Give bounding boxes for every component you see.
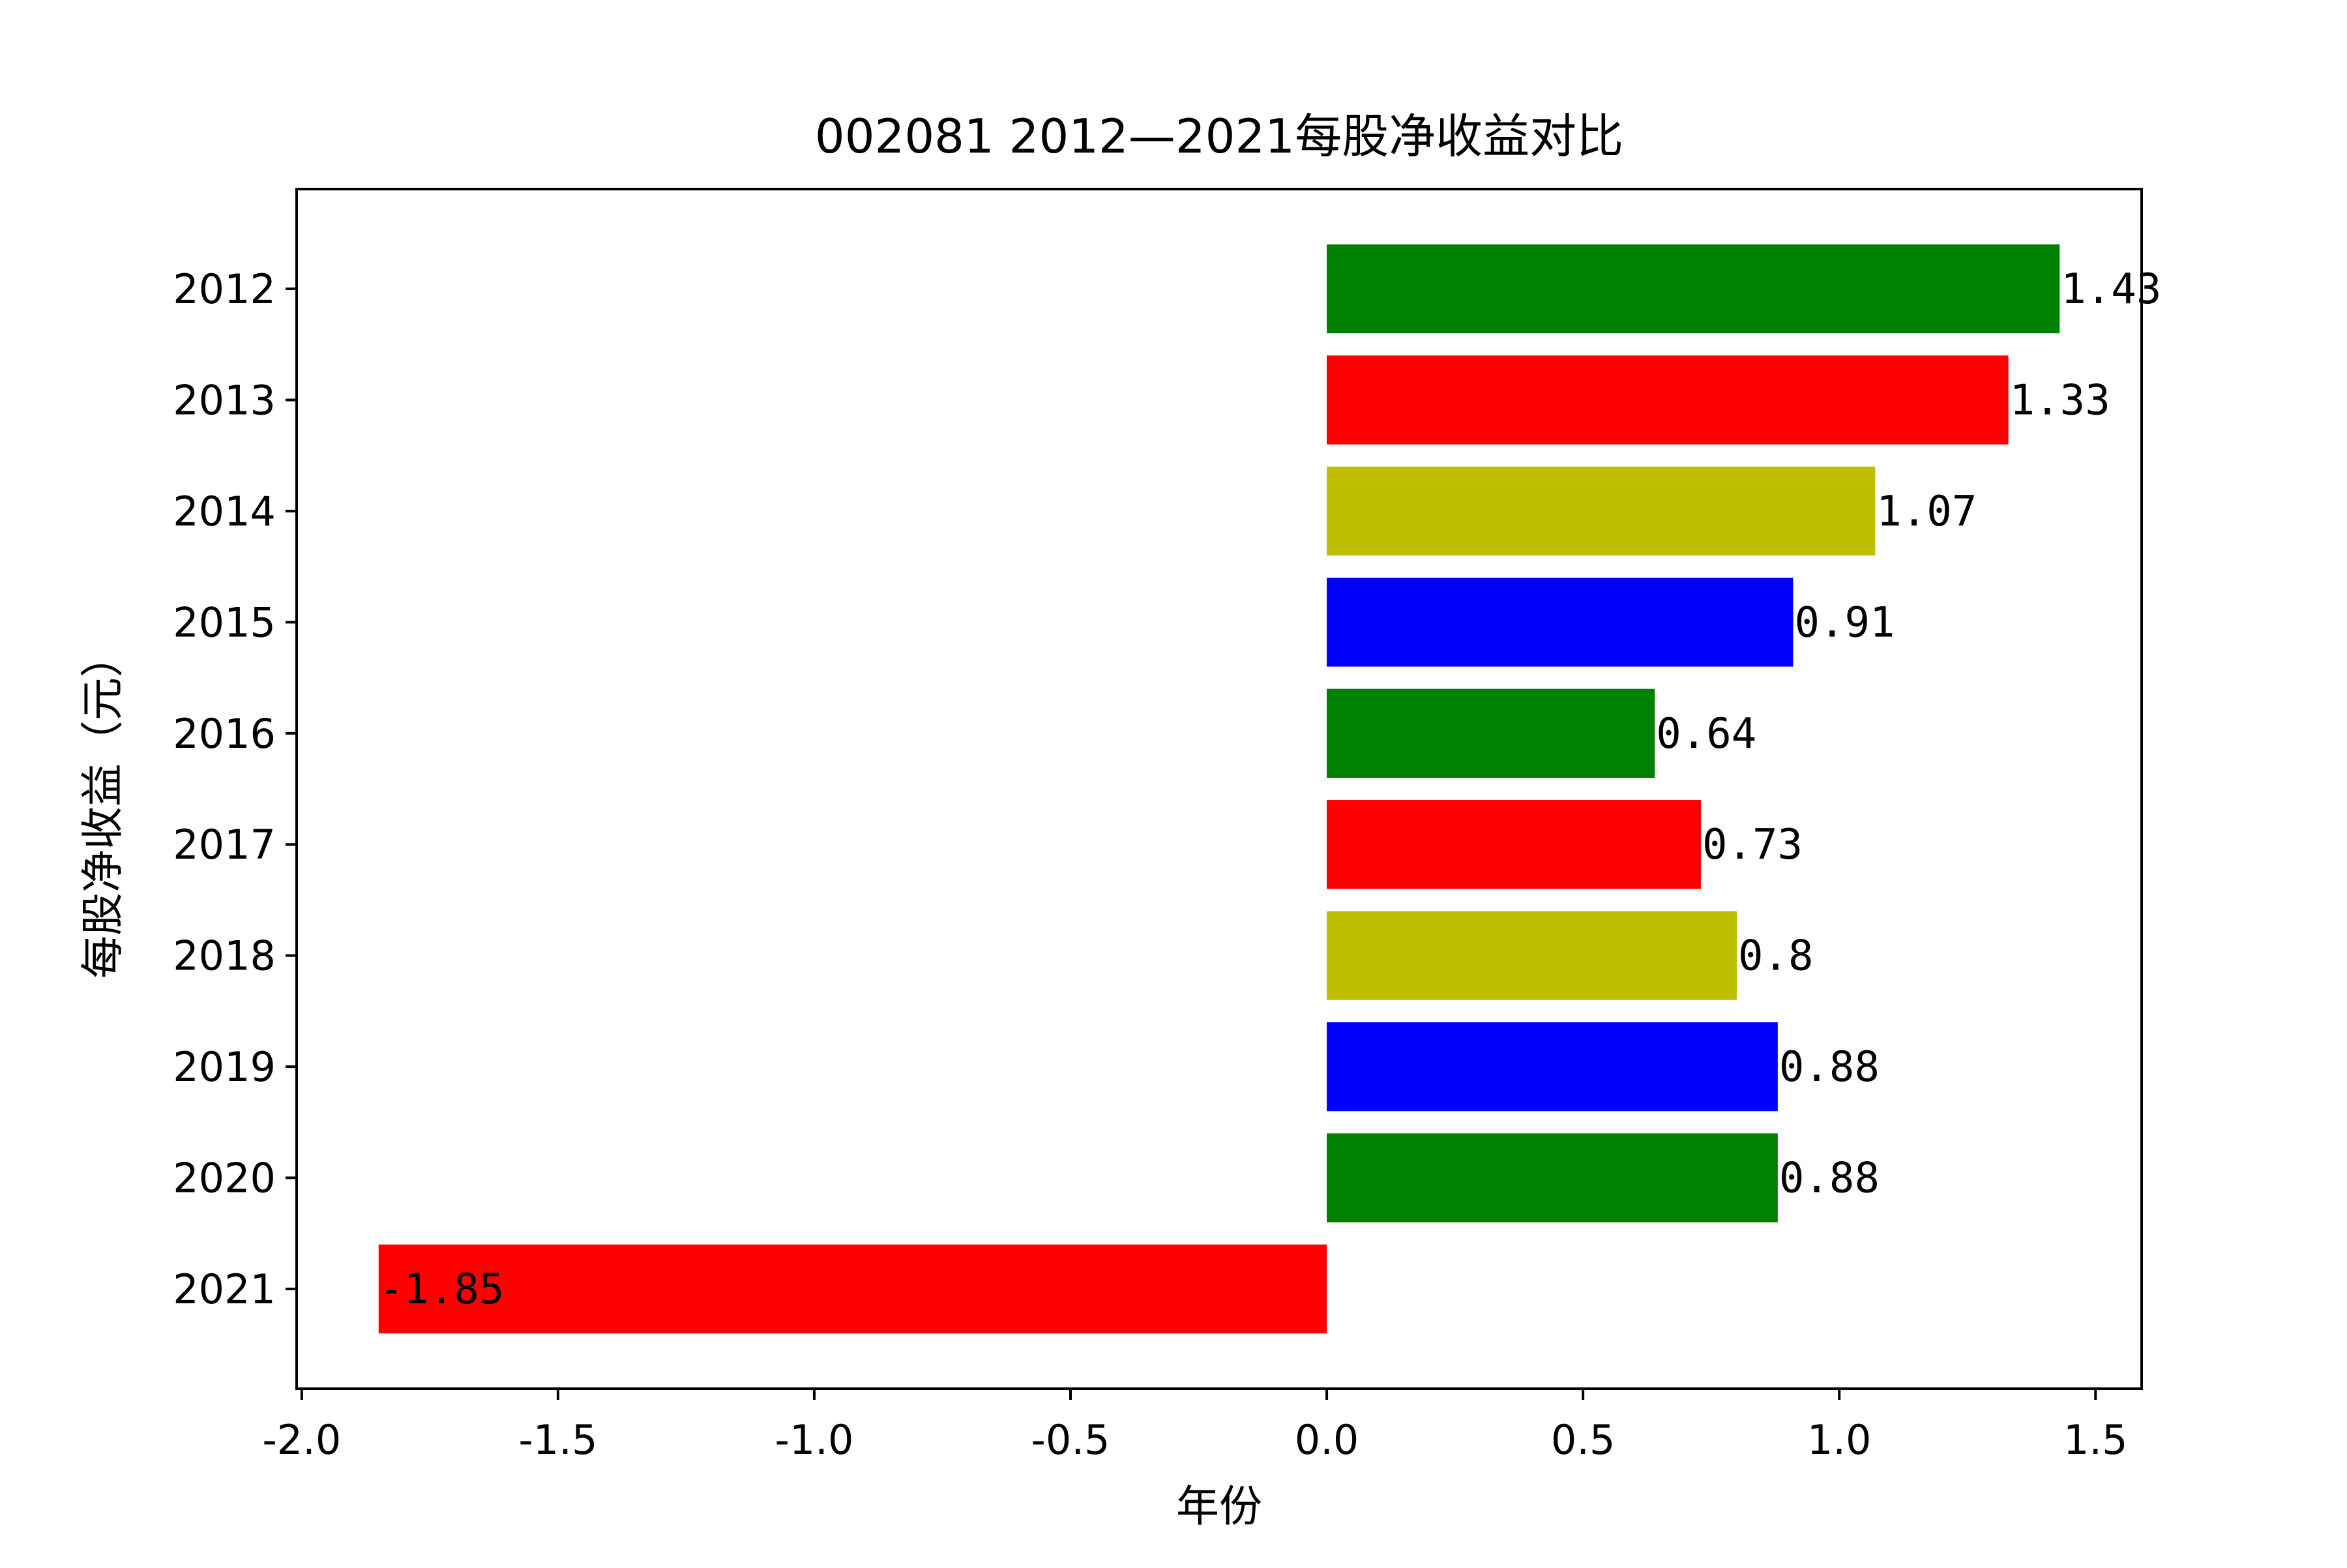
value-label-2014: 1.07 [1876, 488, 1977, 536]
y-axis-label: 每股净收益（元） [78, 634, 128, 979]
y-tick-label-2013: 2013 [173, 376, 276, 424]
bar-2015 [1327, 578, 1793, 667]
bar-2021 [378, 1244, 1327, 1334]
chart-title: 002081 2012—2021每股净收益对比 [815, 109, 1623, 164]
value-label-2017: 0.73 [1702, 821, 1803, 869]
x-axis-label: 年份 [1176, 1481, 1262, 1531]
bar-2020 [1327, 1133, 1778, 1222]
bar-2012 [1327, 244, 2060, 334]
value-labels-layer: 1.43 1.33 1.07 0.91 0.64 0.73 0.8 0.88 0.88 -1.85 [379, 265, 2162, 1314]
y-tick-label-2016: 2016 [173, 710, 276, 758]
x-tick-label--0.5: -0.5 [1031, 1416, 1110, 1464]
value-label-2013: 1.33 [2010, 376, 2110, 424]
bar-2013 [1327, 355, 2009, 445]
bar-2014 [1327, 466, 1876, 556]
y-tick-label-2020: 2020 [173, 1155, 276, 1202]
value-label-2021: -1.85 [379, 1265, 505, 1314]
y-tick-label-2012: 2012 [173, 265, 276, 313]
value-label-2019: 0.88 [1779, 1043, 1880, 1091]
x-tick-label-1.5: 1.5 [2063, 1416, 2128, 1464]
bar-2017 [1327, 800, 1701, 889]
bar-2016 [1327, 688, 1655, 778]
x-tick-label-1.0: 1.0 [1807, 1416, 1872, 1464]
x-tick-label-0.5: 0.5 [1551, 1416, 1616, 1464]
y-tick-label-2018: 2018 [173, 932, 276, 980]
value-label-2016: 0.64 [1656, 710, 1756, 758]
y-tick-label-2019: 2019 [173, 1043, 276, 1091]
y-tick-label-2015: 2015 [173, 599, 276, 646]
y-tick-label-2014: 2014 [173, 488, 276, 535]
y-tick-label-2017: 2017 [173, 821, 276, 868]
value-label-2020: 0.88 [1779, 1155, 1880, 1203]
plot-frame [295, 188, 2143, 1390]
x-tick-label--1.0: -1.0 [775, 1416, 853, 1464]
value-label-2018: 0.8 [1738, 932, 1814, 981]
y-axis: 2012 2013 2014 2015 2016 2017 2018 2019 2020 2021 [173, 265, 297, 1313]
x-tick-label-0.0: 0.0 [1295, 1416, 1359, 1464]
bars-layer [378, 244, 2060, 1334]
value-label-2012: 1.43 [2061, 265, 2161, 314]
bar-2019 [1327, 1022, 1778, 1112]
x-tick-label--1.5: -1.5 [518, 1416, 597, 1464]
x-axis: -2.0 -1.5 -1.0 -0.5 0.0 0.5 1.0 1.5 [262, 1389, 2128, 1464]
x-tick-label--2.0: -2.0 [262, 1416, 341, 1464]
value-label-2015: 0.91 [1794, 599, 1895, 647]
bar-2018 [1327, 911, 1737, 1000]
y-tick-label-2021: 2021 [173, 1265, 276, 1313]
